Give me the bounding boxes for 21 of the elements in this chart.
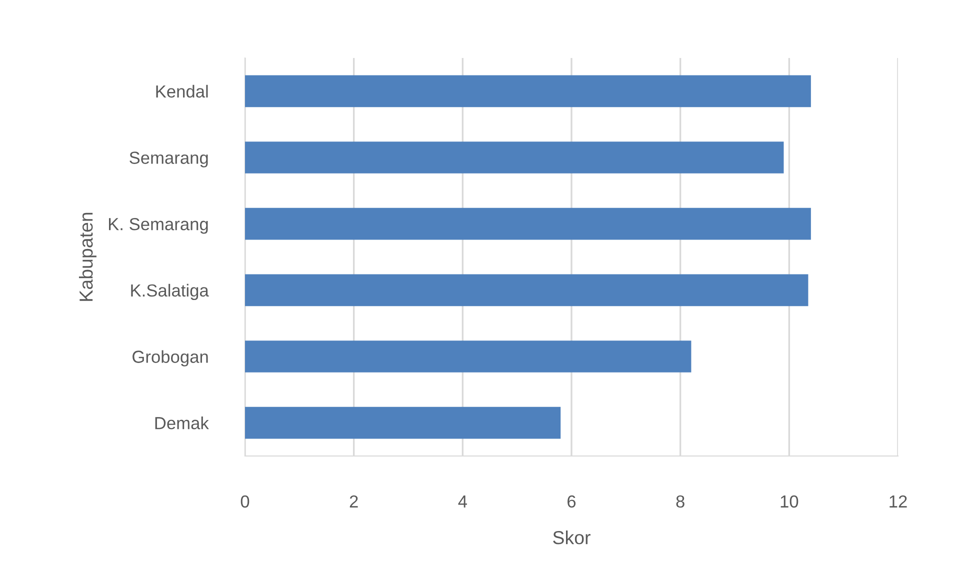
bar [245,340,692,372]
bar [245,208,811,240]
y-tick-label: Semarang [130,152,208,168]
y-tick-label: Demak [155,416,209,430]
x-tick-label: 12 [890,495,907,508]
bar [245,142,784,174]
x-tick-label: 10 [780,495,798,508]
x-tick-label: 4 [458,496,467,508]
x-tick-label: 0 [240,495,250,508]
y-tick-label: K.Salatiga [131,284,209,300]
y-axis-title: Kabupaten [78,212,96,301]
x-tick-label: 2 [350,495,358,508]
y-tick-label: Grobogan [132,350,208,366]
x-tick-label: 6 [568,495,576,508]
x-axis-title: Skor [553,530,590,544]
bar [245,274,808,306]
y-tick-label: Kendal [156,84,208,98]
bar [245,406,561,439]
bar [245,75,811,108]
y-tick-label: K. Semarang [108,218,208,234]
x-tick-label: 8 [676,495,684,508]
